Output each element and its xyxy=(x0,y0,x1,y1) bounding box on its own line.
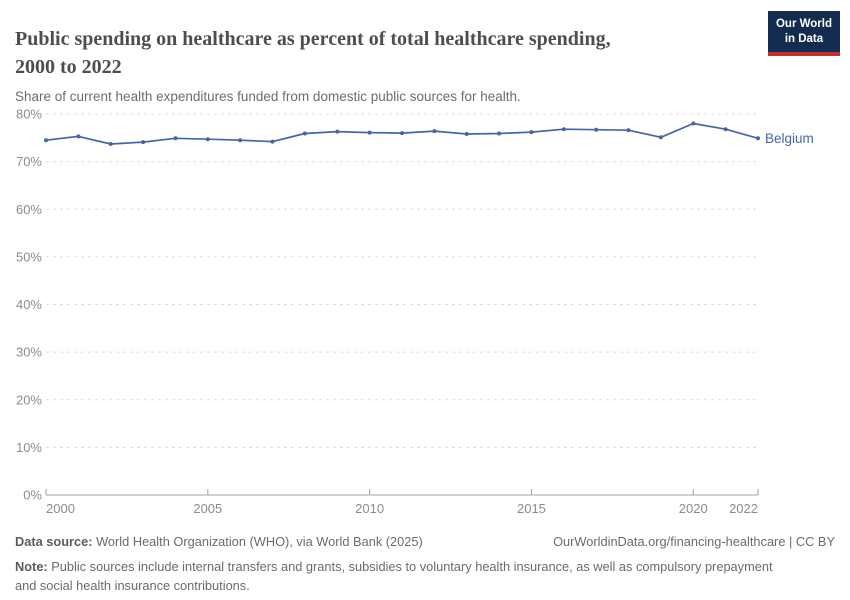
chart-svg[interactable]: 0% 10% 20% 30% 40% 50% 60% 70% 80% 2000 2005 2010 20… xyxy=(0,96,850,526)
y-tick-label: 0% xyxy=(23,488,42,503)
series-label[interactable]: Belgium xyxy=(765,131,814,146)
chart-note: Note: Public sources include internal tr… xyxy=(15,557,777,595)
data-point[interactable] xyxy=(691,121,696,126)
y-tick-label: 70% xyxy=(16,154,42,169)
data-point[interactable] xyxy=(302,131,307,136)
data-point[interactable] xyxy=(44,138,48,143)
x-tick-label: 2020 xyxy=(679,501,708,516)
source-row: Data source: World Health Organization (… xyxy=(15,532,835,551)
x-tick-label: 2022 xyxy=(729,501,758,516)
data-point[interactable] xyxy=(270,139,275,144)
data-point[interactable] xyxy=(108,142,113,146)
data-point[interactable] xyxy=(400,131,404,136)
data-point[interactable] xyxy=(432,129,437,134)
y-tick-label: 40% xyxy=(16,297,42,312)
x-tick-label: 2005 xyxy=(193,501,222,516)
data-point[interactable] xyxy=(238,138,243,143)
x-tick-label: 2015 xyxy=(517,501,546,516)
data-point[interactable] xyxy=(497,131,502,136)
chart-title: Public spending on healthcare as percent… xyxy=(15,28,611,79)
y-tick-label: 20% xyxy=(16,392,42,407)
owid-logo[interactable]: Our World in Data xyxy=(767,11,840,56)
data-point[interactable] xyxy=(367,130,372,135)
data-point[interactable] xyxy=(464,132,469,136)
y-tick-label: 10% xyxy=(16,440,42,455)
chart-footer: Data source: World Health Organization (… xyxy=(15,532,835,596)
data-point[interactable] xyxy=(756,136,760,141)
y-tick-label: 30% xyxy=(16,345,42,360)
data-point[interactable] xyxy=(76,134,81,139)
note-label: Note: xyxy=(15,559,48,575)
data-source-text: World Health Organization (WHO), via Wor… xyxy=(92,534,423,549)
data-point[interactable] xyxy=(723,127,728,132)
owid-logo-line2: in Data xyxy=(784,32,824,45)
data-point[interactable] xyxy=(141,140,146,145)
data-point[interactable] xyxy=(561,127,566,132)
data-source: Data source: World Health Organization (… xyxy=(15,532,423,551)
y-tick-label: 80% xyxy=(16,107,42,122)
x-tick-label: 2010 xyxy=(355,501,384,516)
data-point[interactable] xyxy=(658,135,663,140)
owid-logo-line1: Our World xyxy=(775,18,832,30)
data-source-label: Data source: xyxy=(15,534,93,549)
license-link[interactable]: OurWorldinData.org/financing-healthcare … xyxy=(553,534,835,549)
data-point[interactable] xyxy=(529,130,534,135)
data-point[interactable] xyxy=(173,136,178,141)
x-tick-label: 2000 xyxy=(46,501,75,516)
data-point[interactable] xyxy=(335,129,340,134)
data-point[interactable] xyxy=(205,137,210,142)
y-tick-label: 50% xyxy=(16,249,42,264)
y-tick-label: 60% xyxy=(16,202,42,217)
data-point[interactable] xyxy=(594,127,599,132)
note-text: Public sources include internal transfer… xyxy=(15,559,773,594)
data-point[interactable] xyxy=(626,128,631,133)
chart-subtitle: Share of current health expenditures fun… xyxy=(15,88,521,104)
